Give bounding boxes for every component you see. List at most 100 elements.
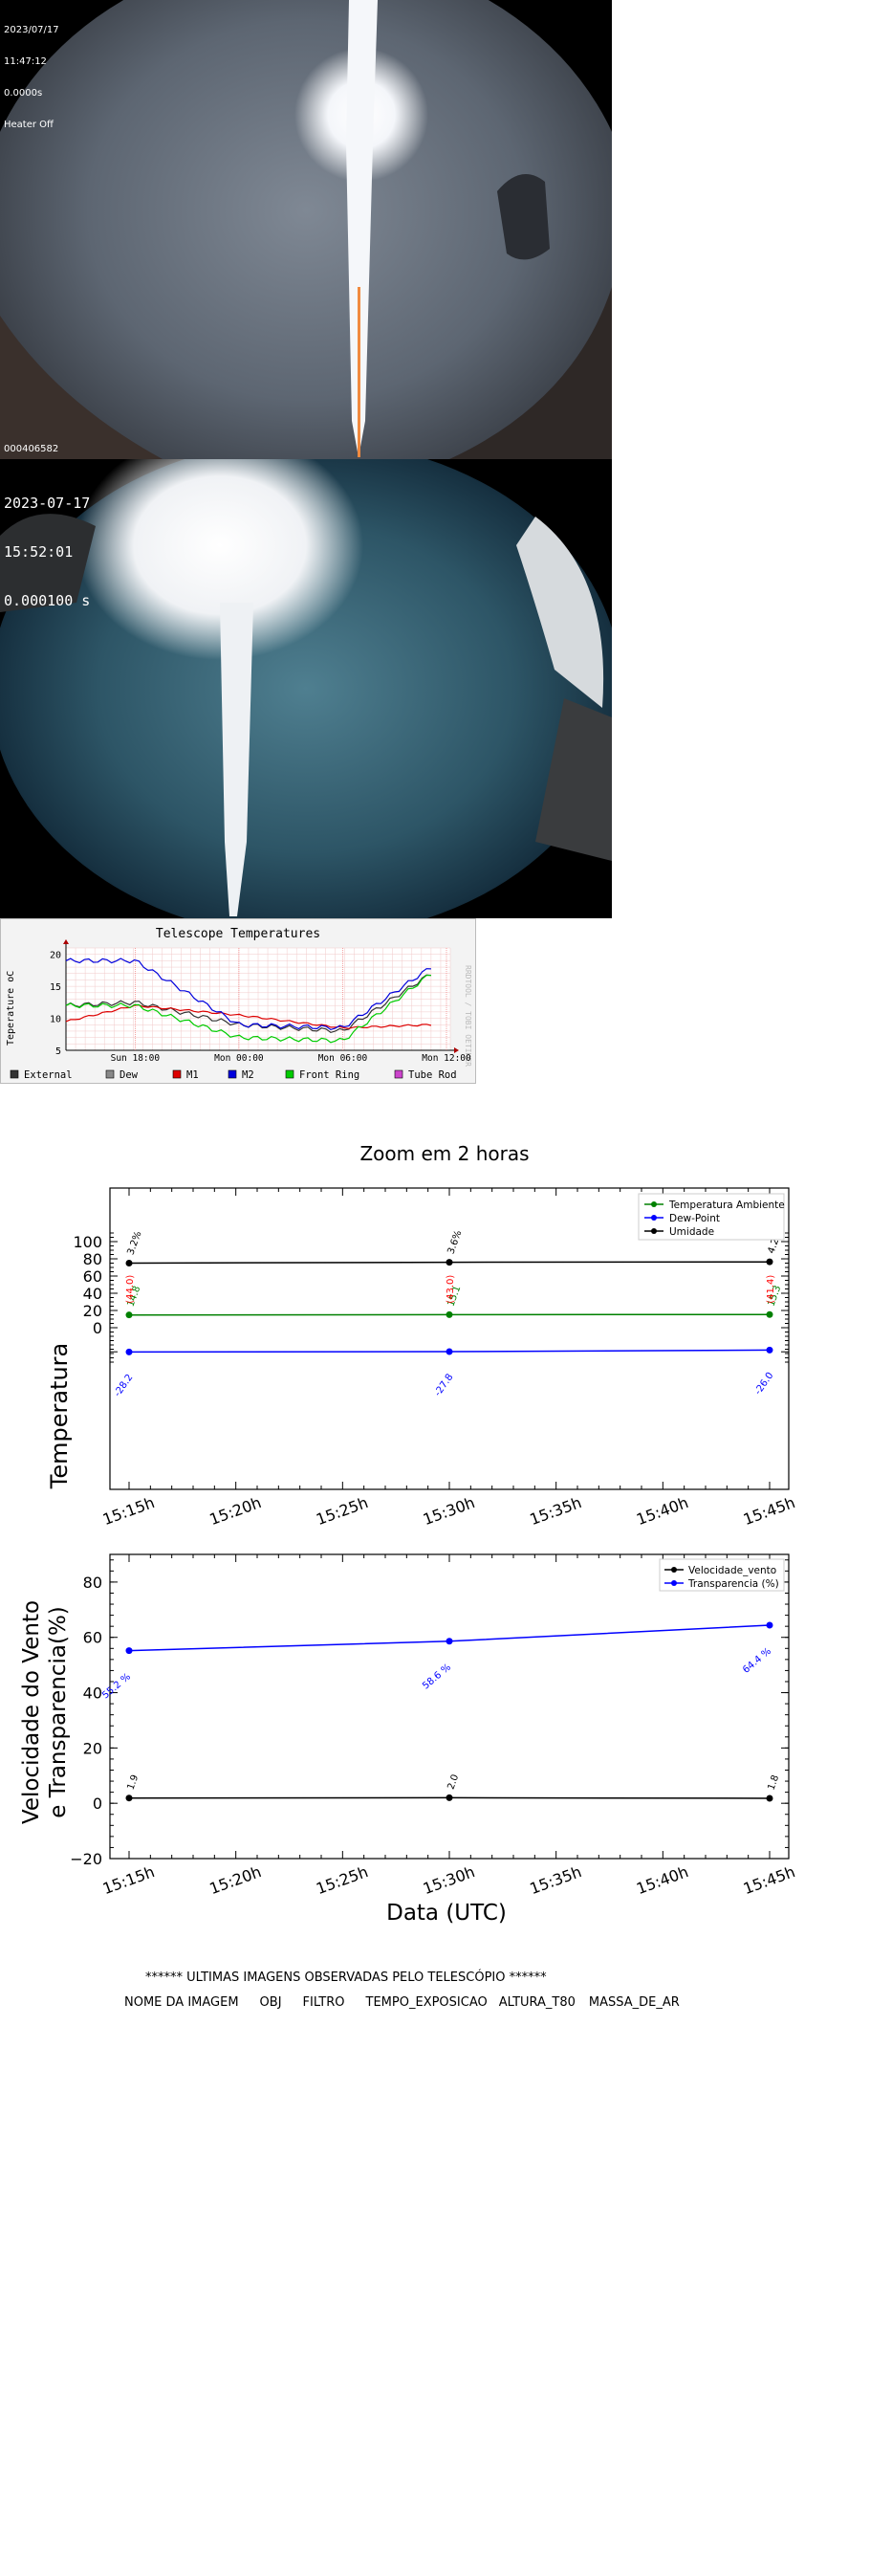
x-tick-label: 15:15h: [100, 1862, 157, 1898]
camera2-date: 2023-07-17: [4, 495, 91, 512]
telescope-ytick: 15: [50, 982, 61, 993]
legend-label: Front Ring: [299, 1069, 359, 1081]
x-tick-label: 15:25h: [314, 1493, 370, 1529]
allsky-fisheye-photo-2: [0, 459, 612, 918]
col-altitude: ALTURA_T80: [498, 1995, 576, 2010]
telescope-xtick: Mon 06:00: [318, 1053, 368, 1064]
zoom-chart-series: 14.8 15.1 15.3-28.2 -27.8 -26.03.2% 3.6% 4.2%(…: [113, 1229, 785, 1399]
extra-data-label: (41.4): [766, 1275, 776, 1304]
legend-swatch: [105, 1069, 115, 1079]
data-label: 1.9: [125, 1773, 141, 1792]
legend-swatch: [285, 1069, 294, 1079]
camera1-time: 11:47:12: [4, 56, 47, 67]
col-object: OBJ: [259, 1995, 282, 2010]
zoom-chart-legend: Temperatura Ambiente Dew-Point Umidade: [638, 1193, 785, 1241]
wind-chart-legend: Velocidade_vento Transparencia (%): [659, 1558, 785, 1592]
legend-swatch: [172, 1069, 182, 1079]
series-point: [125, 1348, 133, 1355]
camera2-time: 15:52:01: [4, 543, 74, 561]
y-tick-label: −20: [70, 1850, 102, 1868]
y-tick-label: 100: [73, 1233, 102, 1251]
camera1-info: 2023/07/17 11:47:12 0.0000s Heater Off: [4, 4, 59, 141]
data-label: 2.0: [446, 1773, 461, 1792]
camera1-date: 2023/07/17: [4, 25, 59, 35]
zoom-temperature-chart: Zoom em 2 horas Temperatura 100806040200…: [46, 1142, 797, 1529]
series-point: [766, 1794, 773, 1802]
extra-data-label: (43.0): [446, 1275, 456, 1304]
y-tick-label: 80: [83, 1250, 102, 1268]
legend-swatch: [10, 1069, 19, 1079]
camera1-image-id: 000406582: [4, 444, 59, 454]
legend-label: Umidade: [669, 1226, 714, 1238]
y-tick-label: 60: [83, 1629, 102, 1647]
series-point: [766, 1258, 773, 1266]
series-point: [766, 1310, 773, 1318]
series-point: [125, 1647, 133, 1655]
extra-data-label: (44.0): [125, 1275, 136, 1304]
legend-label: Tube Rod: [408, 1069, 457, 1081]
data-label: -27.8: [433, 1372, 456, 1398]
data-label: -26.0: [753, 1371, 776, 1398]
x-tick-label: 15:35h: [527, 1862, 583, 1898]
wind-chart-ylabel-1: Velocidade do Vento: [19, 1600, 44, 1824]
telescope-xtick: Mon 12:00: [422, 1053, 471, 1064]
series-point: [766, 1621, 773, 1629]
data-label: 55.2 %: [100, 1671, 133, 1701]
telescope-series-m1: [65, 1004, 432, 1029]
allsky-fisheye-photo-1: [0, 0, 612, 459]
series-point: [125, 1260, 133, 1266]
y-tick-label: 0: [93, 1319, 102, 1337]
col-exposure-time: TEMPO_EXPOSICAO: [365, 1995, 488, 2010]
y-tick-label: 20: [83, 1739, 102, 1757]
telescope-xticks: Sun 18:00 Mon 00:00 Mon 06:00 Mon 12:00: [111, 948, 471, 1064]
telescope-series-front-ring: [65, 975, 431, 1044]
telescope-ytick: 20: [50, 951, 61, 961]
telescope-legend: External Dew M1 M2 Front Ring Tube Rod: [10, 1069, 457, 1081]
x-tick-label: 15:30h: [421, 1493, 477, 1529]
y-tick-label: 20: [83, 1302, 102, 1320]
col-airmass: MASSA_DE_AR: [588, 1995, 680, 2010]
legend-swatch: [228, 1069, 237, 1079]
x-tick-label: 15:35h: [527, 1493, 583, 1529]
camera2-info: 2023-07-17 15:52:01 0.000100 s: [4, 463, 90, 626]
telescope-series-lines: [65, 958, 432, 1044]
x-tick-label: 15:25h: [314, 1862, 370, 1898]
rrdtool-credit: RRDTOOL / TOBI OETIKER: [464, 965, 472, 1067]
y-tick-label: 80: [83, 1574, 102, 1592]
data-label: -28.2: [113, 1373, 136, 1399]
wind-chart-series: 1.9 2.0 1.8 55.2 % 58.6 % 64.4 %: [100, 1621, 781, 1802]
telescope-series-m2: [65, 958, 431, 1031]
series-point: [125, 1794, 133, 1802]
data-label: 1.8: [766, 1773, 781, 1792]
series-point: [446, 1259, 453, 1266]
legend-label: External: [24, 1069, 73, 1081]
legend-label: Dew-Point: [669, 1213, 720, 1224]
y-tick-label: 40: [83, 1684, 102, 1703]
telescope-ytick: 5: [55, 1046, 61, 1057]
series-point: [446, 1638, 453, 1645]
observations-table-header: NOME DA IMAGEM OBJ FILTRO TEMPO_EXPOSICAO AL…: [124, 1995, 680, 2010]
x-tick-label: 15:40h: [634, 1862, 690, 1898]
legend-label: Temperatura Ambiente: [668, 1200, 785, 1211]
col-image-name: NOME DA IMAGEM: [124, 1995, 239, 2010]
telescope-yticks: 20 15 10 5: [50, 951, 61, 1057]
telescope-xtick: Sun 18:00: [111, 1053, 161, 1064]
legend-swatch: [394, 1069, 403, 1079]
telescope-chart-title: Telescope Temperatures: [156, 927, 320, 941]
telescope-xtick: Mon 00:00: [214, 1053, 264, 1064]
zoom-chart-ylabel: Temperatura: [46, 1343, 73, 1490]
y-tick-label: 0: [93, 1794, 102, 1813]
telescope-temperatures-panel: Telescope Temperatures Teperature oC RRD…: [0, 918, 476, 1084]
allsky-camera-2-image: [0, 459, 612, 918]
series-point: [446, 1310, 453, 1318]
series-point: [766, 1346, 773, 1354]
y-tick-label: 40: [83, 1285, 102, 1303]
data-label: 3.2%: [125, 1230, 143, 1257]
wind-chart-axes: [109, 1553, 790, 1860]
x-tick-label: 15:45h: [741, 1862, 797, 1898]
telescope-ytick: 10: [50, 1015, 61, 1025]
zoom-chart-title: Zoom em 2 horas: [359, 1142, 529, 1165]
x-tick-label: 15:15h: [100, 1493, 157, 1529]
series-point: [446, 1794, 453, 1801]
